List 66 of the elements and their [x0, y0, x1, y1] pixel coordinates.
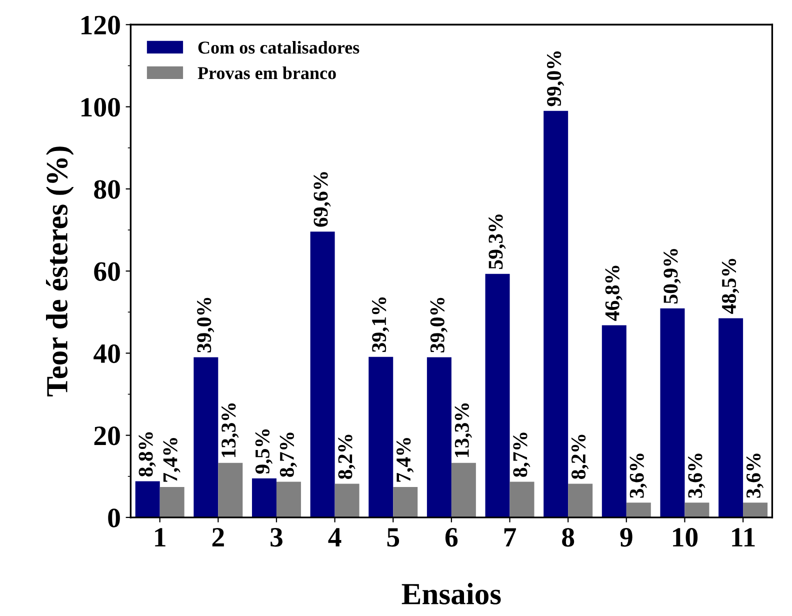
- bar: [194, 357, 218, 518]
- bar: [684, 502, 710, 518]
- bar: [510, 482, 534, 518]
- legend-label: Com os catalisadores: [198, 41, 360, 54]
- x-tick-label: 1: [155, 528, 166, 546]
- bar: [544, 110, 568, 518]
- bar: [485, 274, 510, 518]
- data-label: 3,6%: [630, 454, 647, 498]
- x-tick-label: 2: [212, 528, 224, 546]
- data-label: 7,4%: [163, 438, 180, 482]
- x-tick-label: 3: [270, 528, 282, 547]
- bar: [334, 484, 360, 518]
- data-label: 8,8%: [138, 432, 156, 476]
- x-tick-label: 8: [562, 528, 574, 547]
- x-tick-label: 9: [620, 528, 632, 547]
- x-tick-label: 10: [673, 528, 698, 547]
- y-tick-label: 40: [94, 344, 120, 364]
- bar: [310, 232, 335, 518]
- bar: [393, 487, 418, 518]
- data-label: 8,2%: [571, 434, 589, 479]
- bar: [252, 478, 276, 518]
- data-label: 13,3%: [222, 403, 239, 458]
- bar: [743, 502, 768, 518]
- bar: [568, 484, 593, 518]
- data-label: 39,1%: [372, 297, 390, 352]
- bar: [135, 481, 160, 518]
- bar: [276, 482, 301, 518]
- data-label: 69,6%: [314, 172, 331, 227]
- data-label: 50,9%: [664, 248, 681, 304]
- bar: [160, 487, 184, 518]
- bar: [660, 308, 685, 518]
- y-tick-label: 100: [82, 98, 120, 117]
- y-tick-label: 80: [94, 180, 120, 199]
- x-tick-label: 7: [504, 528, 516, 546]
- data-label: 59,3%: [488, 214, 506, 269]
- bar: [451, 462, 476, 518]
- x-tick-label: 6: [445, 528, 458, 547]
- data-label: 39,0%: [430, 298, 448, 352]
- x-tick-label: 11: [732, 528, 755, 546]
- bar: [626, 502, 651, 518]
- data-label: 8,2%: [338, 434, 356, 479]
- data-label: 9,5%: [255, 429, 272, 474]
- data-label: 48,5%: [722, 258, 740, 314]
- x-tick-label: 5: [387, 528, 400, 547]
- y-tick-label: 120: [82, 16, 120, 35]
- data-label: 3,6%: [746, 454, 764, 498]
- bar: [426, 357, 452, 518]
- data-label: 8,7%: [513, 432, 530, 477]
- bar: [602, 325, 626, 518]
- data-label: 99,0%: [546, 51, 564, 106]
- data-label: 39,0%: [197, 298, 214, 352]
- data-label: 7,4%: [396, 438, 414, 482]
- data-label: 3,6%: [688, 454, 706, 498]
- y-axis-title: Teor de ésteres (%): [46, 146, 74, 396]
- data-label: 13,3%: [454, 403, 472, 458]
- bar: [718, 318, 744, 518]
- bar: [368, 356, 394, 518]
- x-axis-title: Ensaios: [402, 582, 501, 604]
- data-label: 8,7%: [280, 432, 297, 477]
- bar: [218, 462, 243, 518]
- y-tick-label: 0: [108, 508, 120, 528]
- y-tick-label: 20: [94, 426, 120, 446]
- legend-label: Provas em branco: [198, 66, 336, 80]
- x-tick-label: 4: [328, 528, 342, 546]
- data-label: 46,8%: [605, 266, 622, 321]
- y-tick-label: 60: [94, 262, 120, 281]
